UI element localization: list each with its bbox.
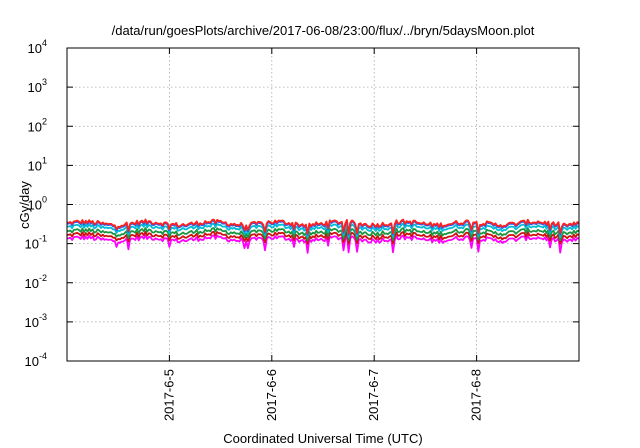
y-axis: 10-4 10-3 10-2 10-1 100 101 102 103 104 [25, 38, 579, 369]
y-axis-title: cGy/day [17, 181, 32, 229]
grid [67, 48, 579, 361]
y-tick-label: 10-3 [25, 312, 47, 330]
data-series [66, 218, 580, 254]
y-tick-label: 100 [28, 195, 47, 213]
y-tick-label: 103 [28, 77, 47, 95]
y-tick-label: 10-1 [25, 234, 47, 252]
y-tick-label: 102 [28, 116, 47, 134]
series-line [66, 230, 580, 245]
x-tick-label: 2017-6-7 [366, 369, 381, 421]
x-axis: 2017-6-5 2017-6-6 2017-6-7 2017-6-8 [161, 48, 484, 421]
series-line [66, 218, 580, 235]
y-tick-label: 101 [28, 155, 47, 173]
series-line [66, 234, 580, 254]
series-line [66, 227, 580, 242]
x-axis-title: Coordinated Universal Time (UTC) [223, 431, 422, 446]
x-tick-label: 2017-6-5 [161, 369, 176, 421]
x-tick-label: 2017-6-6 [264, 369, 279, 421]
y-tick-label: 10-2 [25, 273, 47, 291]
x-tick-label: 2017-6-8 [469, 369, 484, 421]
chart-title: /data/run/goesPlots/archive/2017-06-08/2… [112, 23, 535, 38]
series-line [66, 219, 580, 236]
y-tick-label: 10-4 [25, 351, 47, 369]
series-line [66, 222, 580, 239]
y-tick-label: 104 [28, 38, 47, 56]
